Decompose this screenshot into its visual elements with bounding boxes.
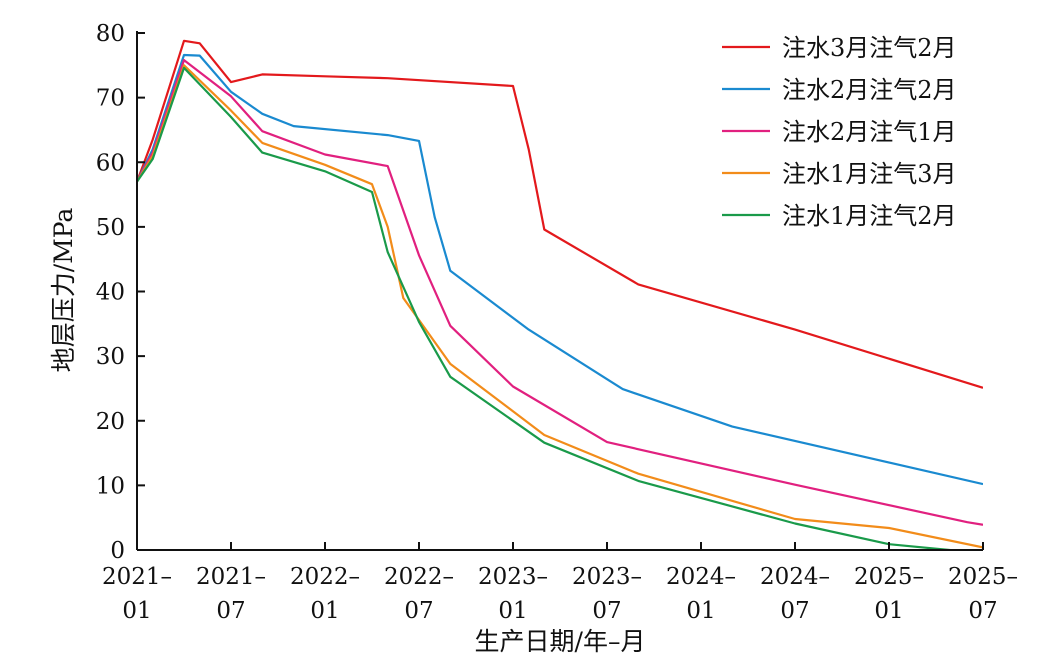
- axes: 010203040506070802021–012021–072022–0120…: [96, 21, 1018, 624]
- x-tick-label-month: 01: [310, 598, 339, 624]
- series-line-4: [137, 64, 983, 549]
- x-tick-label-month: 01: [874, 598, 903, 624]
- legend-label-5: 注水1月注气2月: [782, 202, 957, 230]
- x-tick-label-month: 01: [498, 598, 527, 624]
- y-tick-label: 60: [96, 150, 125, 176]
- legend-label-3: 注水2月注气1月: [782, 118, 957, 146]
- x-tick-label-year: 2022–: [290, 564, 360, 590]
- x-tick-label-year: 2025–: [854, 564, 924, 590]
- x-tick-label-month: 07: [968, 598, 997, 624]
- x-tick-label-year: 2024–: [666, 564, 736, 590]
- series-line-2: [137, 53, 983, 486]
- y-tick-label: 50: [96, 215, 125, 241]
- y-tick-label: 0: [110, 538, 125, 564]
- series-line-3: [137, 59, 983, 526]
- x-tick-label-year: 2023–: [572, 564, 642, 590]
- plot-lines: [137, 39, 983, 550]
- legend-label-2: 注水2月注气2月: [782, 76, 957, 104]
- x-tick-label-year: 2021–: [102, 564, 172, 590]
- x-axis-label: 生产日期/年–月: [475, 627, 646, 656]
- x-tick-label-month: 07: [404, 598, 433, 624]
- x-tick-label-year: 2021–: [196, 564, 266, 590]
- x-tick-label-year: 2022–: [384, 564, 454, 590]
- y-tick-label: 40: [96, 280, 125, 306]
- y-axis-label: 地层压力/MPa: [49, 208, 78, 373]
- legend-label-4: 注水1月注气3月: [782, 160, 957, 188]
- y-tick-label: 30: [96, 344, 125, 370]
- y-tick-label: 80: [96, 21, 125, 47]
- y-tick-label: 10: [96, 473, 125, 499]
- x-tick-label-year: 2023–: [478, 564, 548, 590]
- series-line-5: [137, 66, 962, 550]
- x-tick-label-month: 07: [592, 598, 621, 624]
- x-tick-label-month: 01: [122, 598, 151, 624]
- y-tick-label: 70: [96, 86, 125, 112]
- y-tick-label: 20: [96, 409, 125, 435]
- x-tick-label-month: 01: [686, 598, 715, 624]
- x-tick-label-month: 07: [216, 598, 245, 624]
- x-tick-label-year: 2025–: [948, 564, 1018, 590]
- legend-label-1: 注水3月注气2月: [782, 34, 957, 62]
- x-tick-label-year: 2024–: [760, 564, 830, 590]
- series-line-1: [137, 39, 983, 389]
- x-tick-label-month: 07: [780, 598, 809, 624]
